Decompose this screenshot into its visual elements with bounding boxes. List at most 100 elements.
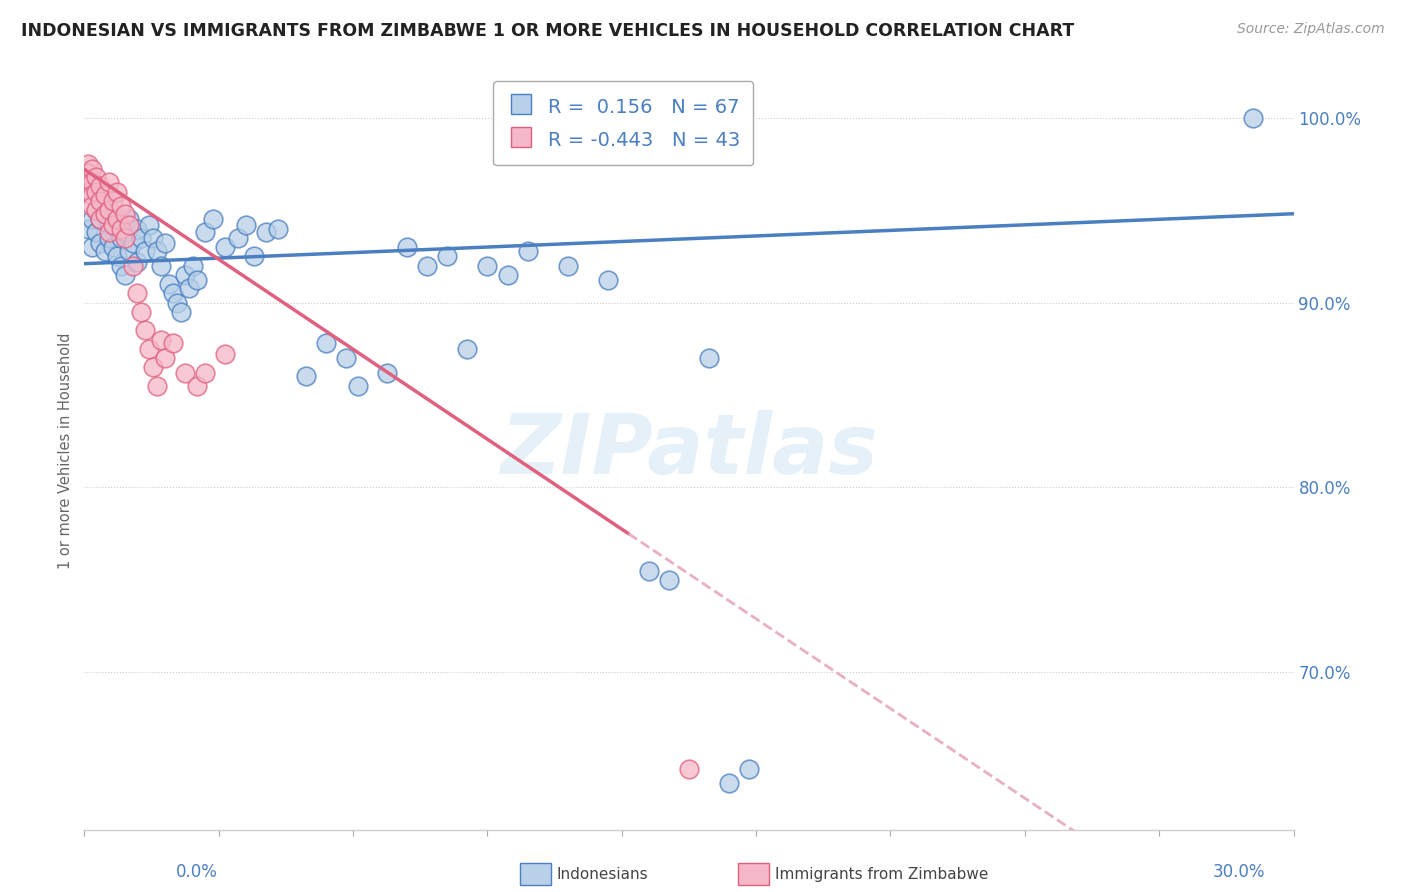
Point <box>77 221 100 235</box>
Text: 0.0%: 0.0% <box>176 863 218 881</box>
Point <box>121 259 143 273</box>
Text: ZIPatlas: ZIPatlas <box>501 410 877 491</box>
Point <box>1241 111 1264 125</box>
Point <box>170 305 193 319</box>
Point <box>174 268 197 282</box>
Point <box>149 333 172 347</box>
Point <box>97 202 120 217</box>
Point <box>186 273 208 287</box>
Point <box>114 225 136 239</box>
Point <box>82 212 104 227</box>
Point <box>134 244 156 258</box>
Point <box>118 244 141 258</box>
Point <box>86 202 108 217</box>
Point <box>110 231 132 245</box>
Point <box>194 366 217 380</box>
Point <box>125 286 148 301</box>
Point <box>97 231 120 245</box>
Point <box>97 225 120 239</box>
Point <box>125 255 148 269</box>
Point <box>89 179 111 194</box>
Point <box>82 199 104 213</box>
Point <box>89 212 111 227</box>
Point <box>89 236 111 251</box>
Point <box>375 366 398 380</box>
Point <box>174 366 197 380</box>
Point <box>416 259 439 273</box>
Point <box>82 175 104 189</box>
Point <box>235 218 257 232</box>
Point <box>477 259 499 273</box>
Point <box>105 249 128 263</box>
Point <box>516 244 538 258</box>
Point <box>101 218 124 232</box>
Point <box>335 351 357 365</box>
Point <box>110 259 132 273</box>
Text: Immigrants from Zimbabwe: Immigrants from Zimbabwe <box>775 867 988 881</box>
Y-axis label: 1 or more Vehicles in Household: 1 or more Vehicles in Household <box>58 332 73 569</box>
Point <box>347 378 370 392</box>
Point <box>93 207 115 221</box>
Point <box>77 166 100 180</box>
Point <box>82 188 104 202</box>
Point <box>129 231 152 245</box>
Point <box>110 199 132 213</box>
Point <box>93 188 115 202</box>
Point <box>142 231 165 245</box>
Point <box>157 277 180 291</box>
Point <box>101 194 124 208</box>
Point <box>101 207 124 221</box>
Point <box>557 259 579 273</box>
Point <box>105 212 128 227</box>
Point <box>254 225 277 239</box>
Point <box>315 336 337 351</box>
Point <box>202 212 225 227</box>
Point <box>105 185 128 199</box>
Point <box>166 295 188 310</box>
Point <box>226 231 249 245</box>
Point <box>89 194 111 208</box>
Point <box>118 212 141 227</box>
Point <box>97 218 120 232</box>
Point <box>86 169 108 184</box>
Point <box>97 175 120 189</box>
Point <box>118 218 141 232</box>
Point <box>637 564 659 578</box>
Point <box>86 202 108 217</box>
Text: INDONESIAN VS IMMIGRANTS FROM ZIMBABWE 1 OR MORE VEHICLES IN HOUSEHOLD CORRELATI: INDONESIAN VS IMMIGRANTS FROM ZIMBABWE 1… <box>21 22 1074 40</box>
Point <box>267 221 290 235</box>
Point <box>121 236 143 251</box>
Point <box>214 347 236 361</box>
Point <box>295 369 318 384</box>
Point <box>697 351 720 365</box>
Point <box>134 323 156 337</box>
Point <box>194 225 217 239</box>
Point <box>86 225 108 239</box>
Point <box>77 175 100 189</box>
Point <box>82 162 104 177</box>
Point <box>598 273 620 287</box>
Point <box>77 185 100 199</box>
Point <box>718 776 741 790</box>
Text: Source: ZipAtlas.com: Source: ZipAtlas.com <box>1237 22 1385 37</box>
Point <box>146 378 169 392</box>
Point <box>658 573 681 587</box>
Point <box>496 268 519 282</box>
Point <box>93 194 115 208</box>
Point <box>138 342 160 356</box>
Point <box>456 342 478 356</box>
Point <box>138 218 160 232</box>
Point <box>125 221 148 235</box>
Point <box>395 240 418 254</box>
Point <box>242 249 264 263</box>
Point <box>105 221 128 235</box>
Point <box>86 185 108 199</box>
Point <box>89 212 111 227</box>
Text: 30.0%: 30.0% <box>1213 863 1265 881</box>
Point <box>153 236 176 251</box>
Point <box>101 240 124 254</box>
Point <box>436 249 458 263</box>
Text: Indonesians: Indonesians <box>557 867 648 881</box>
Point <box>93 244 115 258</box>
Point <box>186 378 208 392</box>
